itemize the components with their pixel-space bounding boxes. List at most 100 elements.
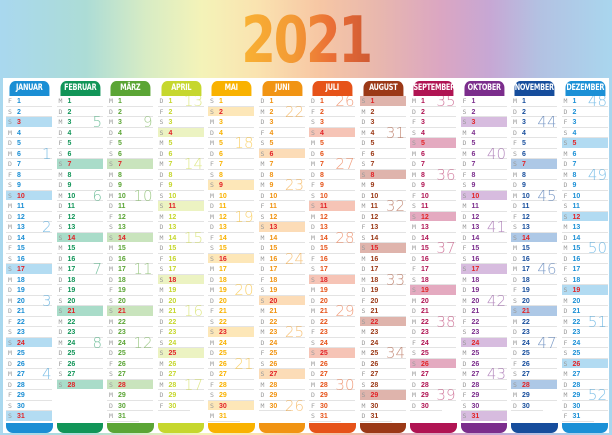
- day-row[interactable]: D 27: [309, 369, 355, 380]
- day-row[interactable]: D 11: [107, 201, 153, 212]
- day-row[interactable]: D 24: [359, 338, 406, 348]
- day-row[interactable]: S 16: [6, 254, 52, 264]
- day-row[interactable]: S 16: [208, 253, 254, 264]
- day-row[interactable]: M 20: [561, 296, 608, 306]
- day-row[interactable]: S 28: [107, 379, 153, 390]
- day-row[interactable]: S 10: [460, 190, 507, 201]
- day-row[interactable]: F 31: [561, 411, 594, 422]
- day-row[interactable]: F 11: [258, 201, 305, 212]
- day-row[interactable]: F 12: [511, 212, 557, 222]
- day-row[interactable]: F 27: [359, 369, 406, 380]
- day-row[interactable]: D 23: [511, 327, 557, 338]
- day-row[interactable]: S 12: [258, 212, 305, 222]
- day-row[interactable]: S 23: [460, 327, 507, 338]
- day-row[interactable]: D 23: [56, 327, 103, 338]
- day-row[interactable]: D 10: [359, 191, 406, 201]
- day-row[interactable]: M 12: [208, 212, 254, 222]
- day-row[interactable]: D 16: [56, 254, 103, 264]
- day-row[interactable]: D 18: [511, 275, 557, 285]
- day-row[interactable]: M 18: [460, 275, 507, 285]
- day-row[interactable]: M 12: [157, 212, 204, 222]
- day-row[interactable]: M 23: [258, 327, 305, 338]
- day-row[interactable]: M 22: [511, 317, 557, 327]
- day-row[interactable]: D 13: [309, 222, 355, 233]
- day-row[interactable]: S 19: [410, 285, 456, 296]
- day-row[interactable]: M 16: [359, 254, 406, 264]
- day-row[interactable]: F 10: [561, 191, 608, 201]
- day-row[interactable]: M 26: [157, 359, 204, 369]
- day-row[interactable]: M 20: [410, 296, 456, 306]
- day-row[interactable]: M 20: [460, 296, 507, 306]
- day-row[interactable]: M 14: [258, 233, 305, 243]
- day-row[interactable]: D 21: [6, 306, 52, 317]
- day-row[interactable]: S 15: [208, 243, 254, 254]
- day-row[interactable]: M 27: [460, 369, 507, 380]
- day-row[interactable]: S 25: [309, 348, 355, 359]
- day-row[interactable]: D 21: [561, 306, 608, 317]
- day-row[interactable]: F 23: [157, 327, 204, 338]
- day-row[interactable]: S 25: [410, 348, 456, 359]
- day-row[interactable]: M 29: [561, 390, 608, 401]
- day-row[interactable]: S 18: [309, 274, 355, 285]
- day-row[interactable]: M 28: [309, 380, 355, 390]
- day-row[interactable]: D 13: [157, 222, 204, 233]
- day-row[interactable]: S 22: [208, 317, 254, 327]
- day-row[interactable]: D 20: [157, 296, 204, 306]
- day-row[interactable]: S 21: [107, 306, 153, 317]
- day-row[interactable]: D 27: [208, 369, 254, 380]
- day-row[interactable]: S 27: [511, 369, 557, 380]
- day-row[interactable]: M 21: [258, 306, 305, 317]
- day-row[interactable]: M 15: [410, 243, 456, 254]
- day-row[interactable]: M 22: [107, 317, 153, 327]
- day-row[interactable]: M 18: [359, 275, 406, 285]
- day-row[interactable]: M 23: [359, 327, 406, 338]
- day-row[interactable]: S 29: [208, 390, 254, 401]
- day-row[interactable]: M 22: [56, 317, 103, 327]
- day-row[interactable]: D 25: [107, 348, 153, 359]
- day-row[interactable]: D 30: [410, 401, 442, 411]
- day-row[interactable]: M 25: [460, 348, 507, 359]
- day-row[interactable]: F 24: [561, 338, 608, 348]
- day-row[interactable]: S 10: [157, 191, 204, 201]
- day-row[interactable]: M 18: [6, 275, 52, 285]
- day-row[interactable]: S 18: [157, 274, 204, 285]
